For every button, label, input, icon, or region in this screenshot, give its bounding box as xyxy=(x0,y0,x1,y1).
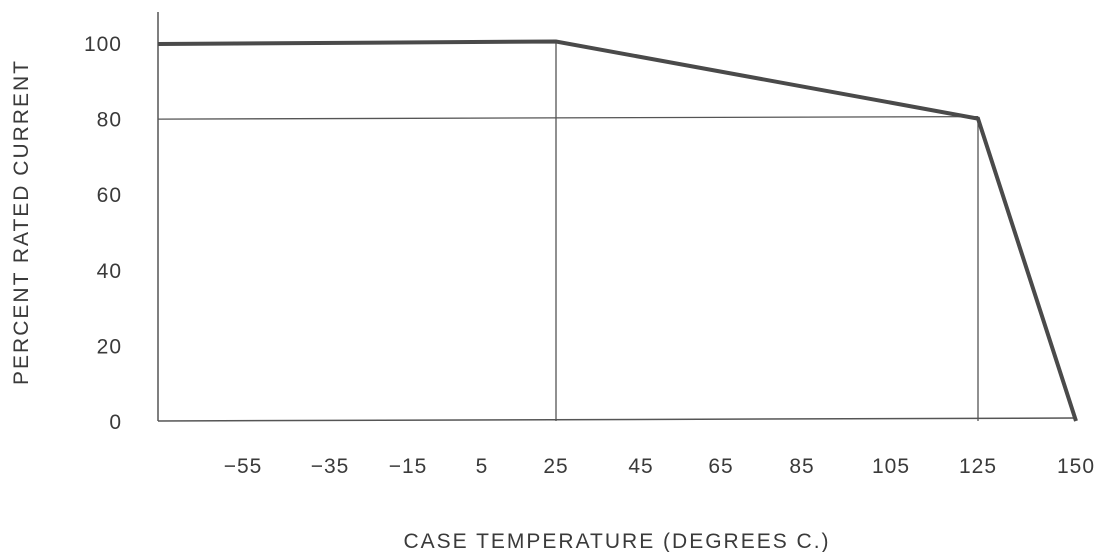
x-tick-label--35: −35 xyxy=(311,455,350,478)
series-group xyxy=(157,39,1078,422)
y-tick-label-40: 40 xyxy=(97,260,122,283)
x-tick-label-65: 65 xyxy=(708,455,733,478)
x-tick-label-85: 85 xyxy=(789,455,814,478)
x-tick-label--15: −15 xyxy=(389,455,428,478)
y-tick-label-100: 100 xyxy=(84,33,122,56)
y-tick-label-20: 20 xyxy=(97,335,122,358)
x-tick-label-5: 5 xyxy=(476,455,489,478)
y-tick-label-0: 0 xyxy=(109,411,122,434)
x-tick-label-150: 150 xyxy=(1057,455,1095,478)
series-line-0 xyxy=(157,39,1078,422)
axes xyxy=(157,12,1077,422)
x-tick-label-45: 45 xyxy=(628,455,653,478)
x-tick-label--55: −55 xyxy=(224,455,263,478)
x-tick-label-25: 25 xyxy=(543,455,568,478)
y-tick-label-60: 60 xyxy=(97,184,122,207)
x-tick-label-125: 125 xyxy=(959,455,997,478)
y-axis-title: PERCENT RATED CURRENT xyxy=(10,59,33,385)
reference-lines xyxy=(157,41,979,421)
x-axis-title: CASE TEMPERATURE (DEGREES C.) xyxy=(403,530,830,552)
x-tick-labels: −55 −35 −15 5 25 45 65 85 105 125 150 xyxy=(224,455,1095,478)
reference-line-y-80 xyxy=(157,115,979,120)
x-axis-line xyxy=(157,417,1077,422)
x-tick-label-105: 105 xyxy=(872,455,910,478)
y-tick-labels: 0 20 40 60 80 100 xyxy=(84,33,122,434)
y-tick-label-80: 80 xyxy=(97,109,122,132)
